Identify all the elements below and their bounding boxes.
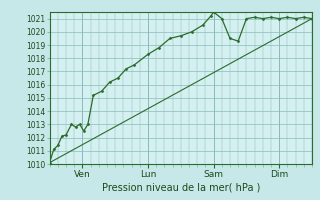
X-axis label: Pression niveau de la mer( hPa ): Pression niveau de la mer( hPa ) [102,183,260,193]
